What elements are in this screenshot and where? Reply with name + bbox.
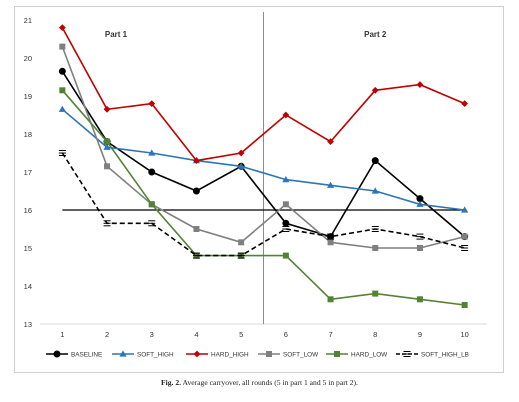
data-point-soft-high — [58, 105, 66, 112]
legend-label: HARD_LOW — [351, 352, 388, 359]
data-point-soft-high — [416, 200, 424, 207]
data-point-soft-high-lb — [148, 220, 156, 227]
x-tick-label: 9 — [418, 330, 422, 339]
data-point-soft-high — [148, 149, 156, 156]
data-point-soft-high — [326, 181, 335, 188]
data-point-hard-low — [59, 87, 66, 94]
series-line-hard-high — [61, 27, 465, 162]
y-tick-label: 18 — [24, 130, 32, 139]
data-point-hard-high — [461, 100, 469, 107]
series-line-soft-low — [61, 46, 465, 249]
data-point-soft-high-lb — [237, 252, 245, 259]
data-point-hard-high — [416, 81, 424, 88]
x-tick-label: 7 — [328, 330, 332, 339]
caption-label: Fig. 2. — [161, 378, 182, 387]
data-point-soft-low — [193, 226, 200, 232]
legend-marker — [334, 351, 340, 357]
data-point-hard-high — [58, 24, 66, 31]
data-point-soft-high — [461, 206, 469, 213]
data-point-soft-low — [327, 239, 334, 246]
data-point-hard-high — [371, 86, 379, 94]
data-point-soft-high-lb — [103, 220, 111, 227]
data-point-soft-high — [237, 162, 245, 169]
data-point-baseline — [192, 187, 200, 195]
x-tick-label: 2 — [105, 330, 109, 339]
data-point-soft-high — [282, 176, 290, 183]
y-tick-label: 13 — [24, 320, 32, 329]
data-point-soft-low — [372, 245, 379, 251]
data-point-hard-low — [372, 290, 379, 297]
data-point-hard-high — [148, 100, 156, 107]
y-tick-label: 16 — [24, 206, 32, 215]
data-point-soft-high-lb — [461, 245, 469, 251]
data-point-soft-high-lb — [416, 233, 424, 240]
data-point-baseline — [148, 168, 156, 176]
data-point-hard-high — [103, 105, 111, 113]
data-point-soft-high-lb — [327, 233, 335, 240]
data-point-baseline — [282, 219, 290, 227]
data-point-hard-high — [282, 111, 290, 119]
data-point-baseline — [371, 157, 379, 165]
data-point-soft-high-lb — [282, 226, 290, 232]
x-tick-label: 5 — [239, 330, 243, 339]
legend-marker — [53, 350, 61, 358]
data-point-soft-high — [371, 187, 379, 194]
legend-label: SOFT_HIGH — [137, 352, 174, 359]
data-point-hard-high — [237, 149, 245, 157]
data-point-hard-low — [282, 252, 289, 259]
data-point-hard-high — [327, 138, 334, 145]
data-point-soft-high-lb — [192, 252, 200, 259]
legend-marker — [266, 351, 272, 357]
y-tick-label: 21 — [24, 16, 32, 25]
data-point-hard-low — [461, 302, 468, 308]
y-tick-label: 19 — [24, 92, 32, 101]
x-tick-label: 3 — [150, 330, 154, 339]
caption-text: Average carryover, all rounds (5 in part… — [182, 378, 358, 387]
data-point-soft-low — [416, 245, 423, 251]
y-tick-label: 17 — [24, 168, 32, 177]
part-2-label: Part 2 — [364, 30, 387, 39]
x-tick-label: 8 — [373, 330, 377, 339]
data-point-soft-high-lb — [58, 150, 66, 156]
data-point-soft-high — [103, 143, 111, 150]
legend-label: HARD_HIGH — [211, 352, 249, 359]
data-point-soft-low — [104, 163, 111, 170]
figure-caption: Fig. 2. Average carryover, all rounds (5… — [0, 378, 519, 387]
legend-label: BASELINE — [71, 352, 102, 359]
data-point-baseline — [58, 67, 66, 75]
x-tick-label: 1 — [60, 330, 64, 339]
data-point-hard-low — [104, 138, 111, 145]
series-line-baseline — [61, 70, 466, 238]
y-tick-label: 20 — [24, 54, 32, 63]
y-tick-label: 14 — [24, 282, 32, 291]
legend-marker — [193, 350, 201, 358]
series-line-soft-high — [61, 108, 465, 211]
series-line-soft-high-lb — [61, 152, 465, 257]
legend-label: SOFT_LOW — [283, 352, 319, 359]
x-tick-label: 10 — [460, 330, 468, 339]
x-tick-label: 4 — [194, 330, 198, 339]
legend-marker — [403, 351, 411, 357]
data-point-soft-low — [461, 233, 468, 240]
legend-label: SOFT_HIGH_LB — [421, 352, 469, 359]
legend-marker — [119, 350, 127, 357]
data-point-hard-low — [416, 296, 423, 303]
data-point-soft-high-lb — [371, 226, 379, 232]
x-tick-label: 6 — [284, 330, 288, 339]
data-point-hard-high — [193, 157, 200, 164]
data-point-soft-low — [282, 201, 289, 208]
data-point-soft-low — [238, 239, 245, 246]
data-point-hard-low — [148, 201, 155, 208]
series-line-hard-low — [61, 89, 465, 306]
data-point-soft-low — [59, 43, 66, 50]
y-tick-label: 15 — [24, 244, 32, 253]
data-point-hard-low — [327, 296, 334, 303]
part-1-label: Part 1 — [105, 30, 128, 39]
